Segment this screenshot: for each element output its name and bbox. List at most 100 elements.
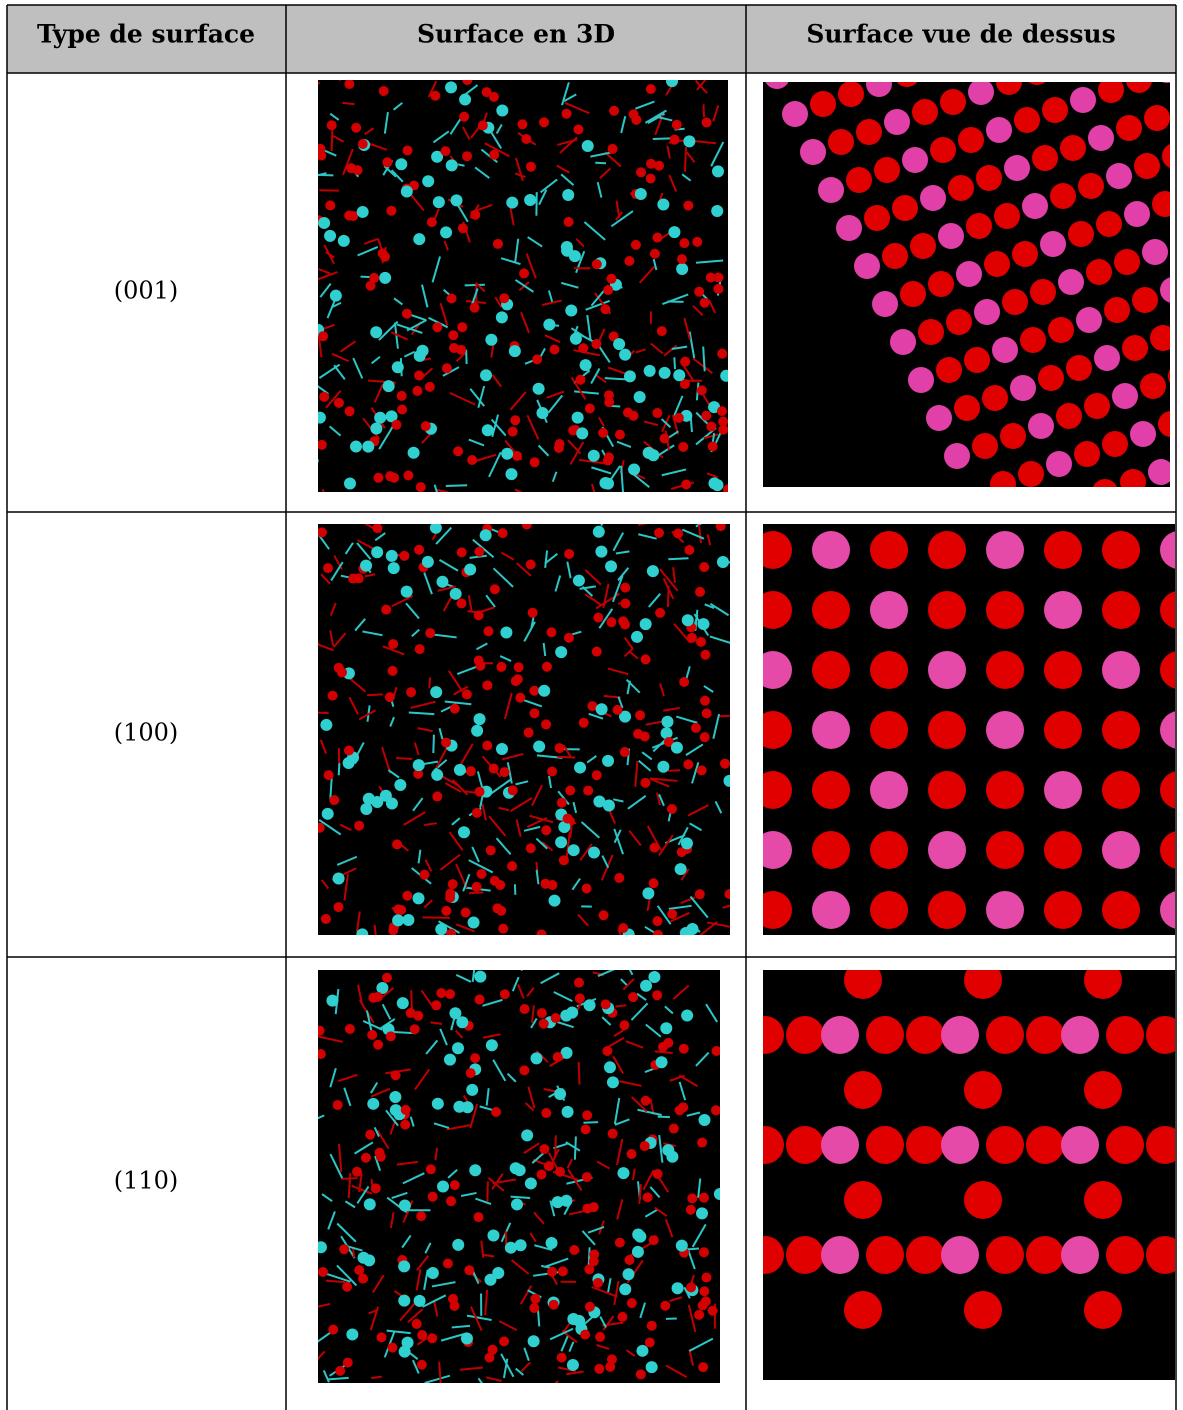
atom (378, 86, 389, 97)
atom (666, 1150, 679, 1163)
bond (325, 251, 335, 259)
bond (321, 1193, 333, 1202)
atom (576, 427, 589, 440)
bond (696, 80, 707, 91)
atom (652, 929, 663, 935)
atom (1028, 82, 1046, 85)
atom (485, 1039, 498, 1052)
atom (882, 243, 908, 269)
atom (560, 1194, 573, 1207)
bond (447, 670, 464, 693)
atom (1026, 1016, 1064, 1054)
bond (455, 973, 472, 983)
bond (460, 1191, 477, 1198)
bond (544, 552, 559, 565)
atom (679, 926, 692, 935)
atom (344, 210, 355, 221)
bond (560, 173, 575, 186)
atom (700, 1296, 711, 1307)
atom (336, 667, 347, 678)
atom (640, 654, 651, 665)
atom (844, 1071, 882, 1109)
bond (678, 1081, 687, 1101)
atom (584, 1264, 595, 1275)
atom (763, 1126, 784, 1164)
bond (668, 174, 678, 192)
bond (620, 465, 625, 492)
atom (866, 1016, 904, 1054)
atom (1020, 327, 1046, 353)
atom (828, 129, 854, 155)
bond (569, 441, 585, 465)
atom (628, 109, 639, 120)
atom (678, 441, 689, 452)
atom (390, 1070, 401, 1081)
atom (523, 727, 534, 738)
bond (534, 1244, 553, 1252)
atom (555, 836, 568, 849)
atom (671, 1282, 684, 1295)
atom (473, 610, 484, 621)
bond (525, 253, 537, 279)
bond (370, 1087, 391, 1098)
bond (638, 265, 656, 284)
atom (681, 614, 694, 627)
atom (374, 411, 387, 424)
atom (563, 632, 574, 643)
bond (554, 1380, 559, 1383)
atom (642, 1192, 653, 1203)
atom (575, 374, 586, 385)
atom (763, 831, 792, 869)
atom (812, 711, 850, 749)
bond (597, 328, 606, 343)
atom (574, 761, 587, 774)
atom (908, 367, 934, 393)
bond (433, 633, 457, 639)
atom (1050, 183, 1076, 209)
bond (502, 1358, 509, 1379)
atom (483, 626, 494, 637)
atom (412, 759, 425, 772)
bond (443, 240, 449, 251)
atom (402, 913, 415, 926)
bond (526, 816, 548, 828)
atom (655, 1056, 668, 1069)
bond (527, 236, 543, 248)
atom (628, 992, 639, 1003)
atom (515, 692, 526, 703)
atom (497, 528, 508, 539)
bond (590, 483, 596, 492)
atom (381, 972, 392, 983)
atom (700, 649, 711, 660)
structure-image (763, 970, 1175, 1380)
atom (426, 217, 437, 228)
bond (515, 157, 524, 182)
bond (318, 711, 329, 715)
bond (465, 300, 487, 304)
atom (567, 844, 580, 857)
atom (698, 1113, 711, 1126)
bond (390, 169, 404, 183)
atom (1074, 441, 1100, 467)
bond (492, 1059, 507, 1082)
bond (476, 771, 484, 790)
bond (604, 151, 622, 168)
atom (457, 322, 468, 333)
atom (545, 1237, 558, 1250)
atom (697, 618, 710, 631)
atom (1158, 411, 1170, 437)
bond (500, 551, 515, 561)
atom (673, 412, 684, 423)
atom (906, 1126, 944, 1164)
bond (471, 846, 480, 863)
bond (557, 755, 576, 759)
atom (892, 195, 918, 221)
bond (601, 855, 610, 869)
bond (495, 837, 512, 855)
bond (368, 1309, 379, 1315)
bond (396, 757, 413, 760)
bond (613, 1028, 626, 1038)
bond (563, 93, 577, 102)
atom (1040, 231, 1066, 257)
bond (587, 1226, 605, 1234)
